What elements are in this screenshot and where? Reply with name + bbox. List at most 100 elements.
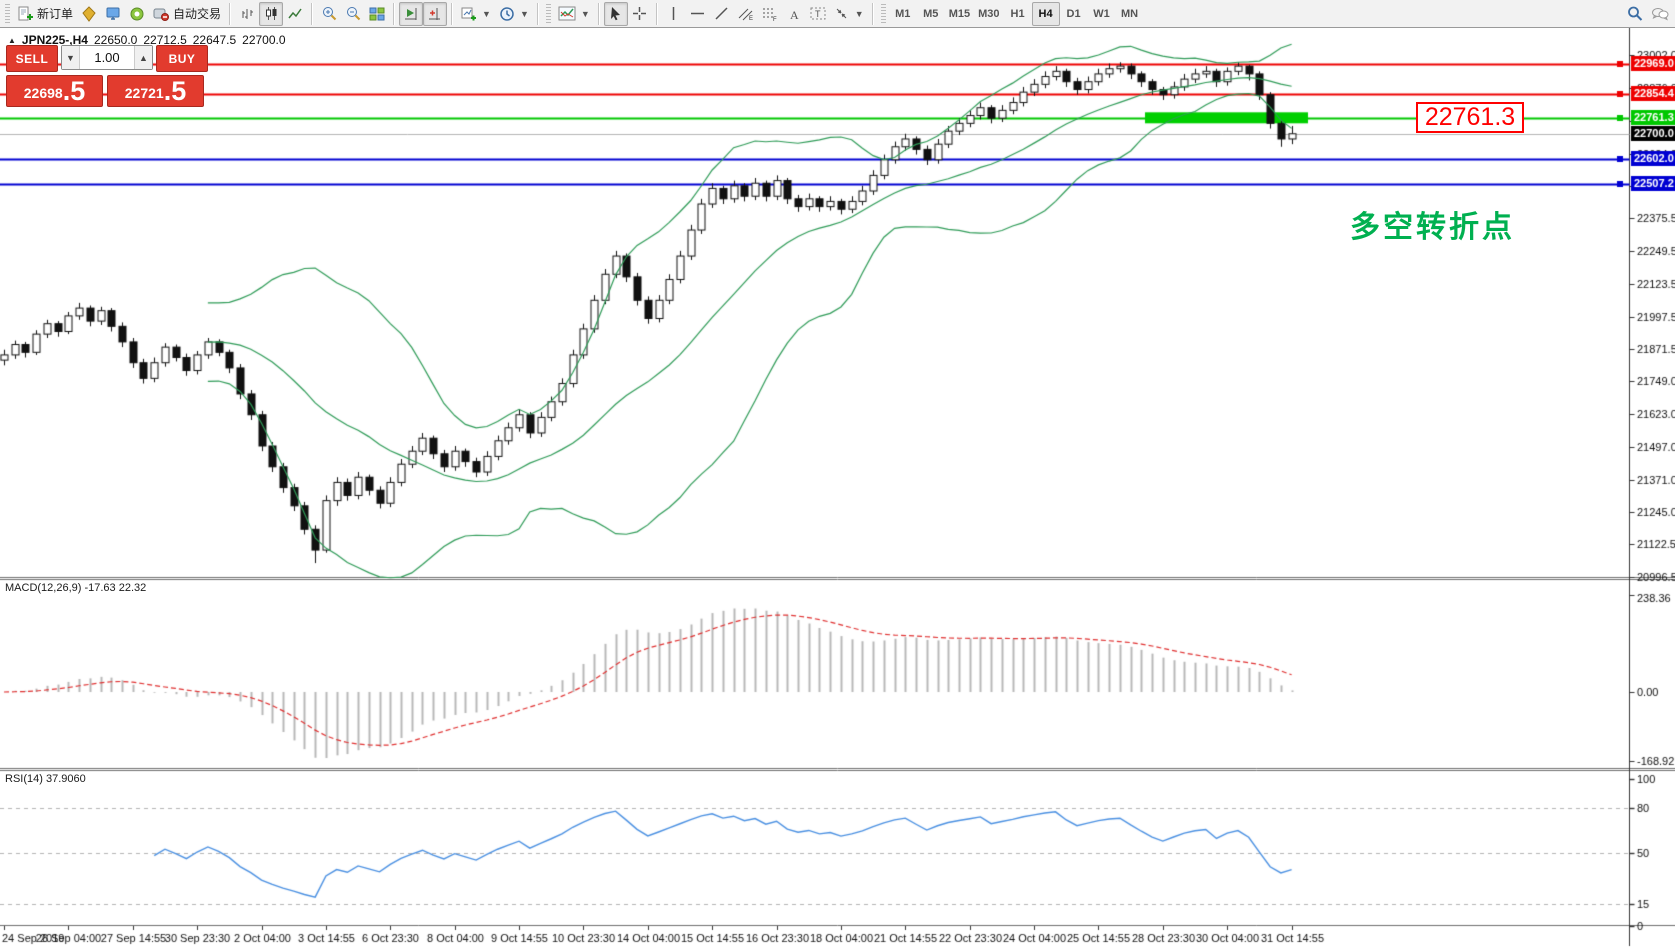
- zoom-out-button[interactable]: [341, 2, 365, 26]
- autotrading-icon: [153, 8, 170, 21]
- candlestick-chart-button[interactable]: [259, 1, 284, 26]
- dropdown-caret-icon: ▼: [519, 8, 529, 19]
- toolbar-grip[interactable]: [545, 3, 551, 24]
- zoom-in-button[interactable]: [317, 2, 341, 26]
- text-label-button[interactable]: T: [806, 2, 830, 26]
- equidistant-channel-button[interactable]: E: [734, 2, 758, 26]
- horizontal-line-icon: [691, 12, 705, 15]
- bar-chart-button[interactable]: [235, 2, 259, 26]
- dropdown-caret-icon: ▼: [482, 8, 491, 19]
- chat-icon: [1652, 7, 1669, 21]
- crosshair-icon: [633, 7, 647, 20]
- signals-icon: [130, 7, 144, 20]
- toolbar-grip[interactable]: [5, 3, 10, 24]
- signals-button[interactable]: [125, 2, 149, 26]
- macd-label: MACD(12,26,9) -17.63 22.32: [5, 582, 147, 594]
- ohlc-low: 22647.5: [192, 33, 237, 47]
- rsi-label: RSI(14) 37.9060: [5, 773, 86, 785]
- chart-shift-button[interactable]: [423, 1, 448, 26]
- fibonacci-icon: F: [762, 8, 777, 21]
- volume-decrease-button[interactable]: ▼: [62, 46, 80, 69]
- pivot-annotation: 多空转折点: [1350, 211, 1515, 244]
- autotrading-button[interactable]: 自动交易: [149, 2, 225, 26]
- new-chart-icon: [461, 7, 477, 20]
- toolbar-separator: [393, 2, 396, 25]
- timeframe-mn-button[interactable]: MN: [1116, 2, 1144, 26]
- profiles-clock-icon: [500, 6, 514, 21]
- sell-price-int: 22698: [23, 85, 63, 101]
- volume-input[interactable]: 1.00: [94, 50, 120, 65]
- volume-increase-button[interactable]: ▲: [134, 46, 152, 69]
- new-order-button[interactable]: 新订单: [13, 2, 77, 26]
- toolbar-separator: [311, 2, 314, 25]
- trendline-icon: [715, 7, 728, 20]
- timeframe-m1-button[interactable]: M1: [889, 2, 917, 26]
- cursor-button[interactable]: [603, 1, 628, 26]
- zoom-out-icon: [347, 6, 361, 20]
- text-button[interactable]: A: [782, 2, 806, 26]
- vertical-line-icon: [673, 7, 675, 20]
- toolbar-separator: [655, 2, 658, 25]
- timeframe-w1-button[interactable]: W1: [1088, 2, 1116, 26]
- symbol-timeframe-label: JPN225-,H4: [21, 33, 88, 47]
- search-icon: [1628, 6, 1643, 21]
- svg-text:E: E: [749, 16, 753, 21]
- buy-price-box[interactable]: 22721.5: [107, 75, 204, 107]
- line-chart-button[interactable]: [283, 2, 307, 26]
- buy-button[interactable]: BUY: [156, 45, 208, 72]
- chart-header: ▲ JPN225-,H4 22650.0 22712.5 22647.5 227…: [8, 33, 286, 47]
- new-chart-button[interactable]: ▼: [457, 2, 495, 26]
- toolbar-separator: [451, 2, 454, 25]
- publisher-icon: [106, 7, 120, 20]
- profiles-button[interactable]: ▼: [495, 2, 533, 26]
- cursor-icon: [611, 7, 621, 21]
- ohlc-high: 22712.5: [143, 33, 187, 47]
- buy-price-pip: .5: [163, 76, 187, 106]
- trendline-button[interactable]: [710, 2, 734, 26]
- ohlc-open: 22650.0: [93, 33, 138, 47]
- indicators-button[interactable]: ▼: [554, 2, 594, 26]
- market-icon: [82, 5, 96, 22]
- horizontal-line-button[interactable]: [686, 2, 710, 26]
- candlestick-chart-icon: [265, 7, 277, 20]
- vertical-line-button[interactable]: [662, 2, 686, 26]
- crosshair-button[interactable]: [628, 2, 652, 26]
- timeframe-h1-button[interactable]: H1: [1004, 2, 1032, 26]
- autotrading-label: 自动交易: [173, 7, 222, 21]
- svg-text:A: A: [790, 8, 799, 21]
- tile-windows-button[interactable]: [365, 2, 389, 26]
- price-callout[interactable]: 22761.3: [1416, 102, 1524, 133]
- toolbar-separator: [536, 2, 539, 25]
- toolbar-separator: [597, 2, 600, 25]
- market-button[interactable]: [77, 2, 101, 26]
- timeframe-d1-button[interactable]: D1: [1060, 2, 1088, 26]
- sell-price-box[interactable]: 22698.5: [6, 75, 103, 107]
- chat-button[interactable]: [1647, 2, 1673, 26]
- timeframe-m30-button[interactable]: M30: [974, 2, 1003, 26]
- svg-text:F: F: [773, 17, 777, 21]
- arrows-icon: [836, 8, 847, 19]
- dropdown-caret-icon: ▼: [580, 8, 590, 19]
- toolbar-separator: [229, 2, 232, 25]
- main-toolbar: 新订单 自动交易: [0, 0, 1675, 28]
- arrows-button[interactable]: ▼: [830, 2, 868, 26]
- dropdown-caret-icon: ▼: [854, 8, 864, 19]
- timeframe-h4-button[interactable]: H4: [1031, 1, 1060, 26]
- fibonacci-button[interactable]: F: [758, 2, 782, 26]
- collapse-panel-icon[interactable]: ▲: [8, 35, 16, 45]
- search-button[interactable]: [1623, 2, 1647, 26]
- sell-button[interactable]: SELL: [6, 45, 58, 72]
- buy-price-int: 22721: [124, 85, 164, 101]
- one-click-trading-panel: SELL ▼ 1.00 ▲ BUY 22698.5 22721.5: [6, 45, 208, 107]
- new-order-label: 新订单: [37, 7, 74, 21]
- toolbar-grip[interactable]: [880, 3, 886, 24]
- sell-price-pip: .5: [62, 76, 86, 106]
- timeframe-m15-button[interactable]: M15: [945, 2, 974, 26]
- auto-scroll-button[interactable]: [399, 1, 424, 26]
- toolbar-separator: [871, 2, 874, 25]
- timeframe-m5-button[interactable]: M5: [917, 2, 945, 26]
- auto-scroll-icon: [405, 7, 417, 20]
- publisher-button[interactable]: [101, 2, 125, 26]
